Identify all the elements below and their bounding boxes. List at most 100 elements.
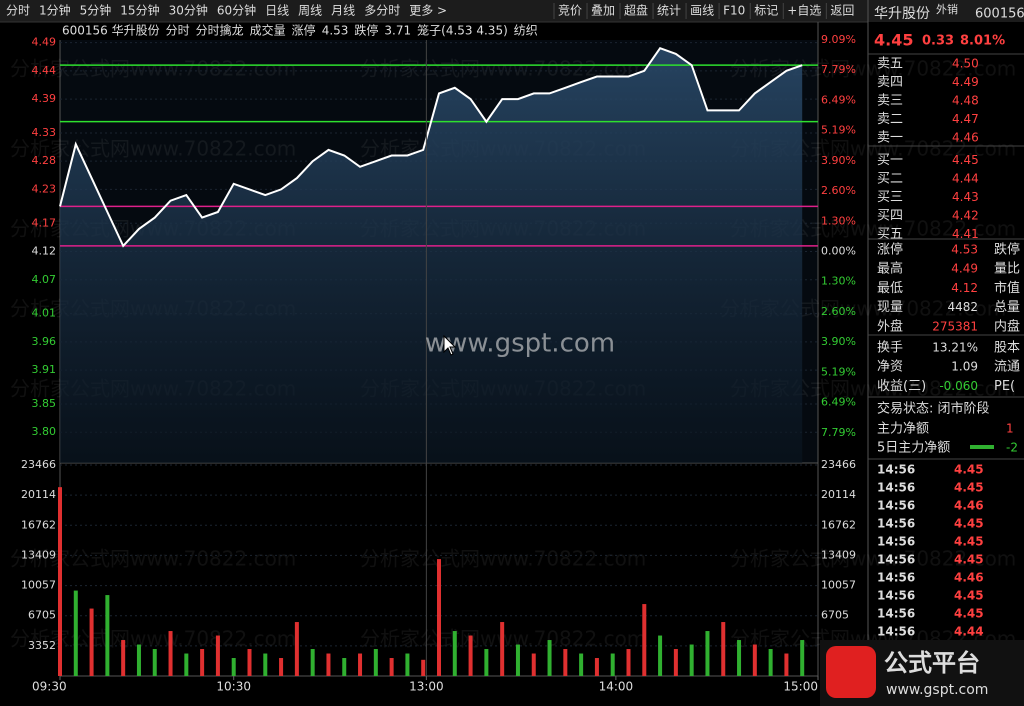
tick-time: 14:56: [877, 517, 915, 531]
volume-bar: [610, 653, 615, 676]
volume-bar: [58, 487, 62, 676]
y-tick-label: 3.85: [32, 397, 57, 410]
toolbar-button[interactable]: 画线: [690, 4, 714, 18]
toolbar-tab[interactable]: 分时: [6, 4, 30, 18]
header-item: 3.71: [384, 24, 411, 38]
book-price: 4.49: [952, 75, 979, 89]
y2-tick-label: 7.79%: [821, 63, 856, 76]
volume-bar: [136, 644, 141, 676]
volume-bar: [215, 635, 220, 676]
tick-time: 14:56: [877, 535, 915, 549]
volume-bar: [452, 631, 457, 676]
y2-tick-label: 2.60%: [821, 184, 856, 197]
toolbar-tab[interactable]: 多分时: [364, 4, 400, 18]
volume-bar: [89, 608, 94, 676]
volume-bar: [358, 653, 363, 676]
toolbar-tab[interactable]: 15分钟: [120, 3, 159, 18]
toolbar-tab[interactable]: 日线: [265, 4, 289, 18]
volume-tick-label: 6705: [28, 609, 56, 622]
volume-tick-label: 3352: [28, 639, 56, 652]
toolbar-button[interactable]: F10: [723, 4, 745, 18]
volume-bar: [373, 649, 378, 676]
volume-bar: [484, 649, 489, 676]
volume-bar: [705, 631, 710, 676]
tick-time: 14:56: [877, 499, 915, 513]
volume-tick-label-right: 10057: [821, 579, 856, 592]
x-tick-label: 09:30: [32, 680, 67, 694]
tick-time: 14:56: [877, 571, 915, 585]
volume-bar: [752, 644, 757, 676]
watermark-bg: 分析家公式网www.70822.com: [360, 547, 646, 571]
toolbar-button[interactable]: 统计: [657, 4, 681, 18]
header-item: 600156 华升股份: [62, 24, 160, 38]
header-item: 4.53: [322, 24, 349, 38]
tick-price: 4.46: [954, 571, 984, 585]
flow-label: 主力净额: [877, 422, 929, 437]
toolbar-tab[interactable]: 1分钟: [39, 3, 71, 18]
stock-tag: 外销: [936, 2, 958, 16]
stat-label-2: 市值: [994, 280, 1020, 296]
book-price: 4.45: [952, 153, 979, 167]
volume-bar: [563, 649, 568, 676]
volume-bar: [642, 604, 647, 676]
tick-time: 14:56: [877, 607, 915, 621]
y2-tick-label: 1.30%: [821, 275, 856, 288]
volume-bar: [326, 653, 331, 676]
volume-tick-label: 16762: [21, 518, 56, 531]
watermark-bg: 分析家公式网www.70822.com: [10, 57, 296, 81]
tick-price: 4.45: [954, 535, 984, 549]
book-label: 买五: [877, 227, 903, 242]
flow-label: 5日主力净额: [877, 441, 950, 456]
volume-bar: [231, 658, 236, 676]
y-tick-label: 4.12: [32, 245, 57, 258]
x-tick-label: 14:00: [599, 680, 634, 694]
y2-tick-label: 9.09%: [821, 33, 856, 46]
volume-bar: [342, 658, 347, 676]
stat-label-2: PE(: [994, 379, 1015, 394]
volume-bar: [721, 622, 726, 676]
volume-bar: [389, 658, 394, 676]
book-label: 买二: [877, 172, 903, 187]
y-tick-label: 3.96: [32, 335, 57, 348]
y2-tick-label: 6.49%: [821, 93, 856, 106]
toolbar-tab[interactable]: 5分钟: [80, 3, 112, 18]
x-tick-label: 13:00: [409, 680, 444, 694]
stat-label-2: 流通: [994, 360, 1020, 375]
change: 0.33: [922, 34, 954, 49]
volume-tick-label-right: 16762: [821, 518, 856, 531]
tick-time: 14:56: [877, 463, 915, 477]
trade-status: 交易状态: 闭市阶段: [877, 401, 990, 417]
toolbar-tab[interactable]: 30分钟: [169, 3, 208, 18]
header-item: 跌停: [354, 23, 378, 38]
volume-bar: [263, 653, 268, 676]
volume-bar: [168, 631, 173, 676]
y2-tick-label: 0.00%: [821, 245, 856, 258]
toolbar-button[interactable]: 标记: [754, 4, 778, 18]
price-line: [59, 46, 803, 248]
toolbar-tab[interactable]: 60分钟: [217, 3, 256, 18]
volume-tick-label-right: 6705: [821, 609, 849, 622]
stat-label-2: 内盘: [994, 318, 1020, 334]
toolbar-button[interactable]: 叠加: [591, 4, 615, 18]
toolbar-tab[interactable]: 周线: [298, 4, 322, 18]
stat-label: 换手: [877, 341, 903, 356]
toolbar-button[interactable]: 返回: [830, 4, 854, 18]
tick-price: 4.45: [954, 553, 984, 567]
stock-code: 600156: [975, 7, 1024, 22]
volume-bar: [184, 653, 189, 676]
y2-tick-label: 2.60%: [821, 305, 856, 318]
toolbar-tab[interactable]: 月线: [331, 4, 355, 18]
stat-label-2: 量比: [994, 262, 1020, 277]
toolbar-button[interactable]: +自选: [787, 4, 821, 18]
toolbar-button[interactable]: 超盘: [624, 3, 648, 18]
volume-bar: [294, 622, 299, 676]
volume-bar: [673, 649, 678, 676]
stat-label: 涨停: [877, 242, 903, 258]
watermark-bg: 分析家公式网www.70822.com: [10, 547, 296, 571]
toolbar-tab[interactable]: 更多 >: [409, 4, 447, 18]
stat-value: 4.53: [951, 243, 978, 257]
book-label: 买四: [877, 209, 903, 224]
volume-bar: [626, 649, 631, 676]
toolbar-button[interactable]: 竞价: [558, 4, 582, 18]
stat-value: -0.060: [939, 379, 978, 393]
